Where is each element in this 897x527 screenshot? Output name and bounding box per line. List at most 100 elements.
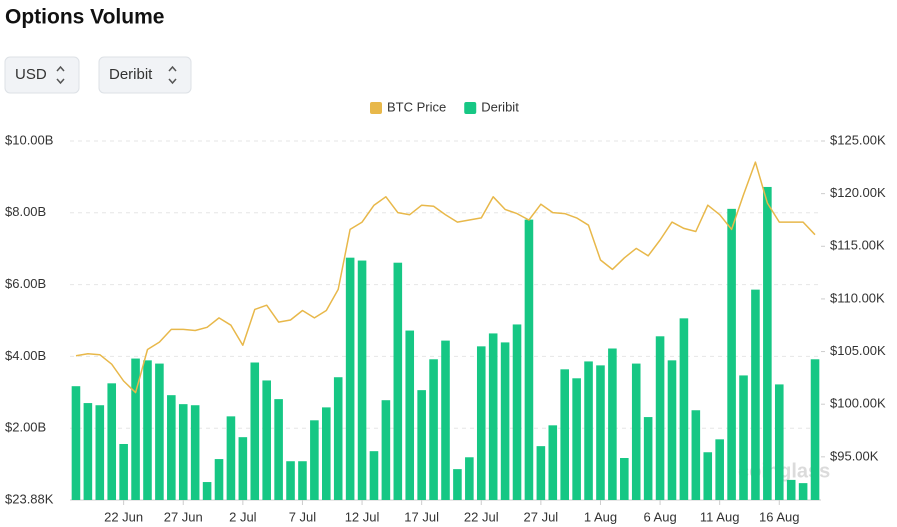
bar bbox=[417, 390, 426, 500]
y2-tick-label: $100.00K bbox=[830, 396, 886, 411]
bar bbox=[524, 219, 534, 500]
bar bbox=[298, 461, 307, 500]
title: Options Volume bbox=[5, 6, 164, 29]
bar bbox=[631, 363, 641, 500]
x-tick-label: 16 Aug bbox=[759, 509, 800, 524]
select-box[interactable] bbox=[98, 56, 192, 94]
bar bbox=[178, 404, 188, 500]
bar bbox=[202, 482, 212, 500]
bar bbox=[83, 403, 93, 500]
legend-label: Deribit bbox=[481, 99, 519, 114]
bar bbox=[620, 457, 629, 500]
bar bbox=[763, 186, 772, 501]
watermark: coinglass bbox=[738, 460, 830, 482]
bar bbox=[536, 446, 546, 500]
bar bbox=[357, 260, 367, 500]
y2-tick-label: $110.00K bbox=[830, 290, 885, 305]
x-tick-label: 22 Jun bbox=[104, 509, 143, 524]
y-tick-label: $4.00B bbox=[5, 348, 46, 363]
bar bbox=[786, 479, 796, 500]
bar bbox=[155, 363, 164, 500]
bar bbox=[131, 358, 140, 500]
bar bbox=[596, 365, 605, 500]
bar bbox=[643, 417, 653, 500]
bar bbox=[250, 362, 260, 500]
bar bbox=[715, 439, 724, 500]
bar bbox=[739, 375, 748, 500]
select-label[interactable]: USD bbox=[15, 66, 47, 83]
x-tick-label: 11 Aug bbox=[700, 509, 740, 524]
bar bbox=[167, 395, 176, 500]
bar bbox=[95, 405, 105, 500]
x-tick-label: 6 Aug bbox=[643, 509, 676, 524]
y-tick-label: $23.88K bbox=[5, 491, 54, 506]
bar bbox=[393, 262, 403, 500]
bar bbox=[238, 437, 248, 500]
bar bbox=[322, 407, 331, 500]
bar bbox=[679, 318, 689, 500]
bar bbox=[608, 348, 617, 500]
x-tick-label: 22 Jul bbox=[464, 509, 499, 524]
y-tick-label: $8.00B bbox=[5, 204, 46, 219]
bar bbox=[691, 410, 701, 500]
bar bbox=[310, 420, 319, 500]
x-tick-label: 27 Jul bbox=[524, 509, 559, 524]
bar bbox=[190, 405, 200, 500]
bar bbox=[429, 359, 438, 500]
bar bbox=[703, 452, 713, 500]
bar bbox=[465, 457, 474, 500]
bar bbox=[476, 346, 486, 500]
y-tick-label: $10.00B bbox=[5, 132, 53, 147]
legend-swatch bbox=[464, 102, 477, 114]
bar bbox=[798, 483, 808, 500]
y2-tick-label: $120.00K bbox=[830, 185, 886, 200]
bar bbox=[548, 425, 558, 500]
y2-tick-label: $105.00K bbox=[830, 343, 886, 358]
x-tick-label: 7 Jul bbox=[289, 509, 317, 524]
bar bbox=[286, 461, 295, 500]
x-tick-label: 27 Jun bbox=[164, 509, 203, 524]
y-tick-label: $6.00B bbox=[5, 276, 46, 291]
bar bbox=[774, 384, 784, 500]
bar bbox=[381, 400, 391, 500]
bar bbox=[107, 383, 117, 500]
bar bbox=[453, 469, 462, 500]
y2-tick-label: $95.00K bbox=[830, 448, 879, 463]
x-tick-label: 12 Jul bbox=[345, 509, 380, 524]
bar bbox=[71, 386, 81, 500]
bar bbox=[500, 342, 510, 500]
exchange-select[interactable]: Deribit bbox=[98, 56, 192, 94]
y-tick-label: $2.00B bbox=[5, 420, 46, 435]
bar bbox=[441, 340, 450, 500]
bar bbox=[655, 336, 665, 500]
y2-tick-label: $115.00K bbox=[830, 238, 885, 253]
bar bbox=[274, 399, 283, 500]
currency-select[interactable]: USD bbox=[4, 56, 80, 94]
bar bbox=[810, 359, 820, 500]
bar bbox=[667, 360, 677, 500]
bar bbox=[751, 289, 760, 500]
select-label[interactable]: Deribit bbox=[109, 66, 153, 83]
chevron[interactable] bbox=[168, 65, 177, 85]
price-line bbox=[75, 161, 816, 394]
x-tick-label: 2 Jul bbox=[229, 509, 257, 524]
bar bbox=[584, 361, 593, 500]
bar bbox=[333, 377, 343, 500]
bar bbox=[143, 360, 152, 500]
x-tick-label: 1 Aug bbox=[584, 509, 617, 524]
bar bbox=[488, 333, 498, 500]
bar bbox=[226, 416, 236, 500]
x-tick-label: 17 Jul bbox=[404, 509, 439, 524]
bar bbox=[262, 380, 271, 500]
bar bbox=[560, 369, 569, 500]
bar bbox=[727, 208, 736, 500]
chevron[interactable] bbox=[56, 65, 65, 85]
bar bbox=[119, 443, 128, 500]
bar bbox=[345, 257, 355, 500]
bar bbox=[572, 378, 581, 500]
bar bbox=[369, 451, 379, 500]
bar bbox=[214, 459, 224, 500]
bar bbox=[405, 330, 415, 500]
legend-label: BTC Price bbox=[387, 99, 446, 114]
